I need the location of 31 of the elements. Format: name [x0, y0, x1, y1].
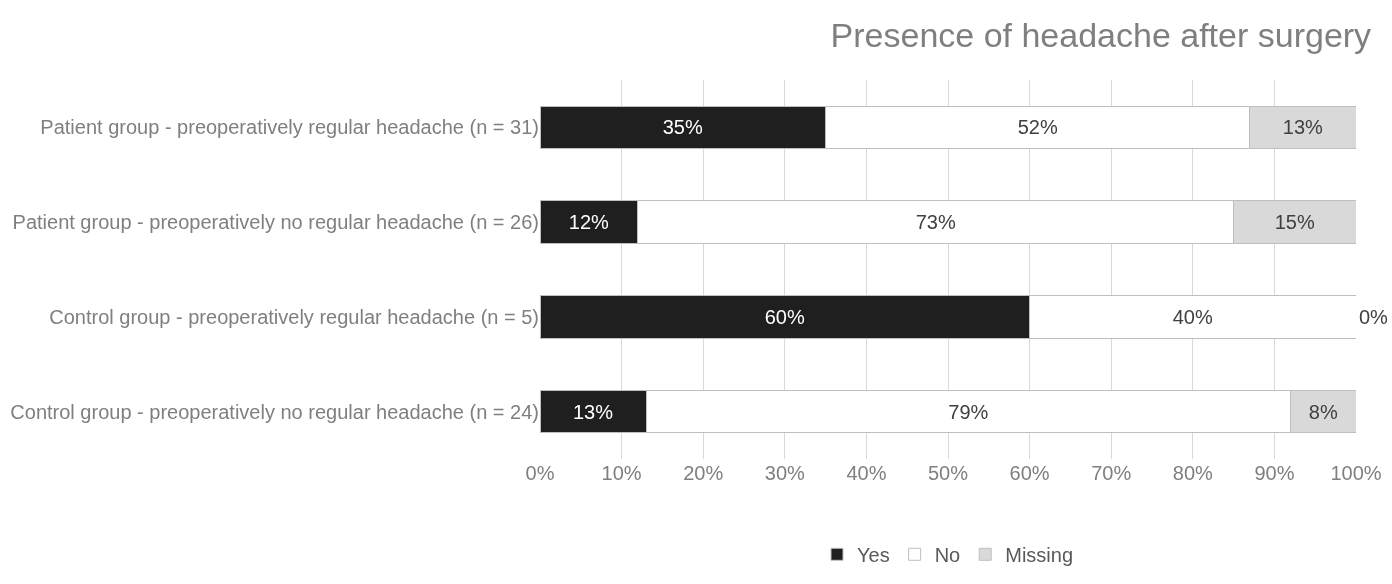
legend-label: Yes — [857, 544, 890, 567]
x-tick-label: 60% — [1009, 462, 1050, 484]
x-tick-label: 0% — [525, 462, 555, 484]
data-label: 60% — [764, 305, 805, 328]
legend-label: No — [934, 544, 961, 567]
data-label: 8% — [1308, 400, 1338, 423]
data-label: 12% — [568, 211, 610, 234]
x-tick-label: 80% — [1172, 462, 1214, 484]
y-tick-label: Patient group - preoperatively regular headache (n = 31) — [40, 116, 539, 139]
data-label: 40% — [1172, 305, 1213, 328]
legend-label: Missing — [1005, 544, 1074, 567]
y-tick-label: Patient group - preoperatively no regular headache (n = 26) — [12, 211, 539, 234]
x-tick-label: 70% — [1091, 462, 1132, 484]
data-label: 13% — [572, 400, 614, 423]
y-tick-label: Control group - preoperatively no regular headache (n = 24) — [10, 400, 539, 423]
x-tick-label: 30% — [764, 462, 806, 484]
x-tick-label: 90% — [1254, 462, 1295, 484]
y-tick-label: Control group - preoperatively regular headache (n = 5) — [49, 305, 539, 328]
x-tick-label: 50% — [927, 462, 969, 484]
x-tick-label: 40% — [846, 462, 887, 484]
x-tick-label: 20% — [683, 462, 724, 484]
data-label: 79% — [948, 400, 989, 423]
data-label: 73% — [915, 211, 956, 234]
data-label: 13% — [1282, 116, 1324, 139]
x-tick-label: 10% — [601, 462, 642, 484]
data-label: 35% — [662, 116, 703, 139]
data-label: 0% — [1359, 305, 1389, 328]
x-tick-label: 100% — [1330, 462, 1382, 484]
chart-title: Presence of headache after surgery — [830, 16, 1372, 55]
data-label: 52% — [1017, 116, 1058, 139]
data-label: 15% — [1274, 211, 1315, 234]
